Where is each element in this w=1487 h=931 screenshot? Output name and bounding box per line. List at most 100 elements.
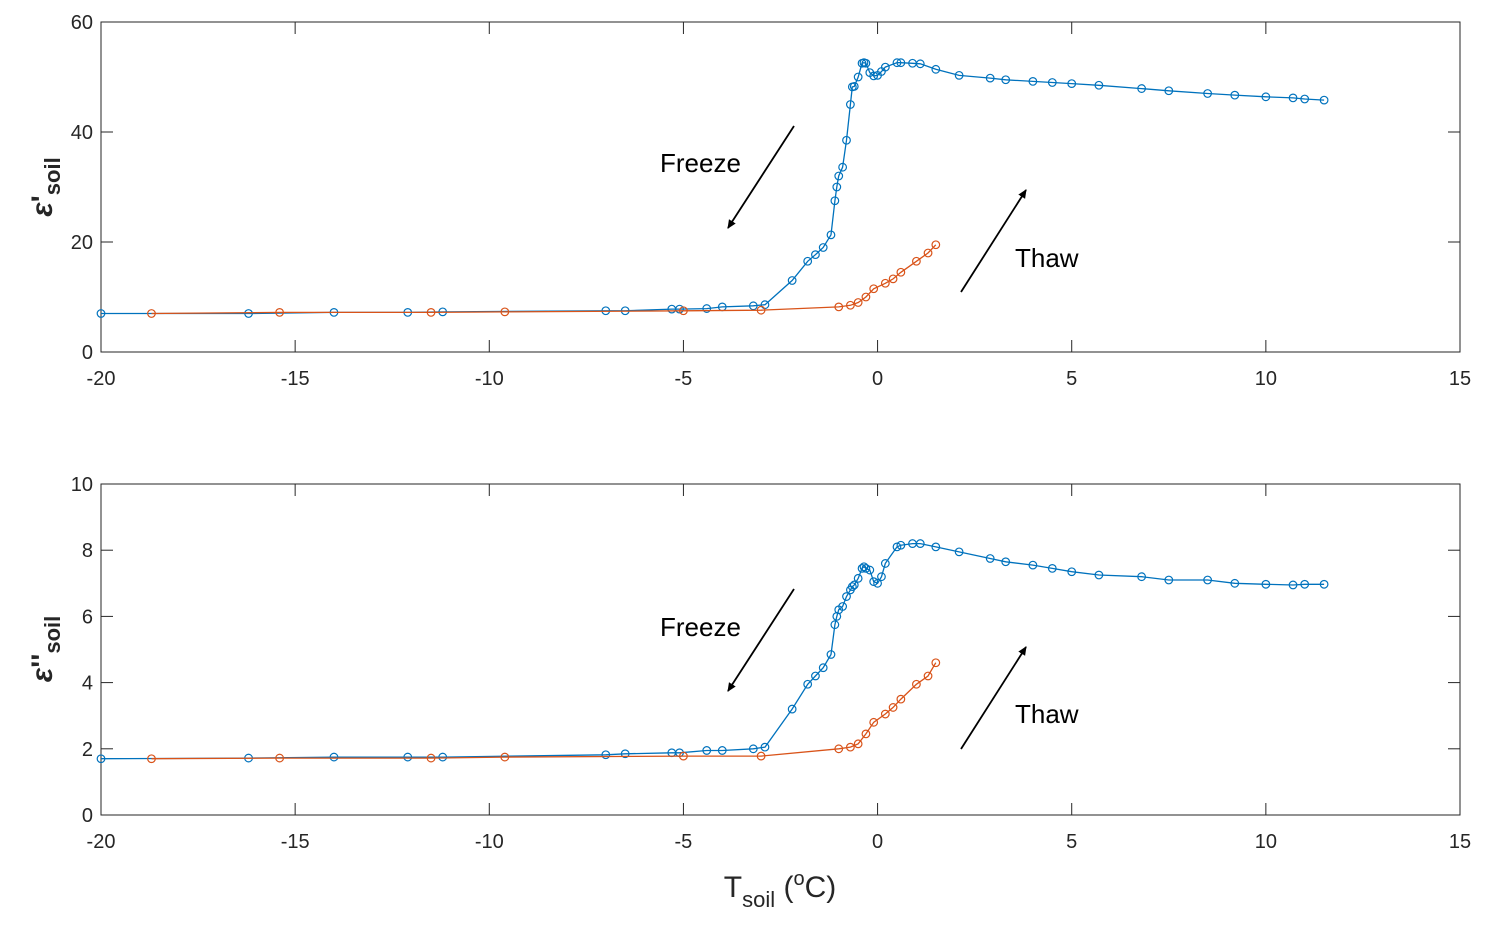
bottom-y-ticks: 0 2 4 6 8 10: [71, 474, 1460, 827]
series-0-point: [842, 135, 851, 145]
series-0-point: [1261, 92, 1271, 102]
series-0-point: [877, 572, 886, 582]
bottom-y-axis-label: ε''soil: [26, 616, 65, 683]
series-0-point: [954, 547, 964, 557]
series-1-point: [426, 753, 436, 763]
top-plot-box: [100, 21, 1461, 353]
series-1-point: [869, 717, 879, 727]
bottom-series: [96, 539, 1329, 764]
series-1-line: [151, 244, 937, 315]
x-label-close: C): [805, 871, 837, 904]
x-label-sup: o: [793, 868, 804, 890]
top-thaw-arrow: [960, 189, 1027, 293]
series-0-point: [438, 752, 448, 762]
series-0-point: [869, 577, 879, 587]
y-tick-label: 8: [82, 540, 93, 562]
series-0-point: [675, 304, 684, 314]
series-0-point: [1047, 564, 1057, 573]
series-0-point: [717, 746, 727, 755]
series-0-point: [830, 196, 840, 206]
series-0-point: [1203, 575, 1213, 585]
top-y-label-sub: soil: [40, 157, 65, 195]
series-0-point: [849, 580, 859, 590]
top-y-ticks: 0 20 40 60: [71, 12, 1460, 364]
series-1-point: [275, 308, 285, 317]
series-0-point: [892, 542, 902, 552]
x-tick-label: 10: [1255, 368, 1277, 390]
series-1-point: [756, 751, 766, 761]
y-tick-label: 20: [71, 232, 93, 254]
series-1-point: [147, 754, 156, 764]
x-label-sub: soil: [742, 887, 775, 912]
series-0-point: [832, 182, 842, 192]
series-0-point: [1067, 79, 1077, 88]
series-0-point: [1164, 86, 1174, 96]
series-0-point: [1001, 75, 1011, 85]
top-thaw-annotation: Thaw: [1015, 243, 1079, 273]
x-tick-label: -15: [281, 831, 310, 853]
series-0-point: [826, 650, 836, 659]
series-0-point: [1300, 94, 1310, 104]
series-1-point: [880, 709, 890, 719]
series-1-point: [834, 744, 844, 754]
y-tick-label: 60: [71, 12, 93, 34]
y-tick-label: 0: [82, 342, 93, 364]
series-0-point: [842, 592, 851, 601]
series-1-point: [147, 309, 156, 318]
series-0-point: [861, 564, 871, 573]
series-0-point: [1230, 90, 1240, 100]
top-x-ticks: -20 -15 -10 -5 0 5 10 15: [87, 22, 1471, 390]
series-0-point: [845, 100, 855, 109]
series-0-point: [1047, 78, 1057, 87]
series-1-point: [845, 300, 855, 310]
x-label-main: T: [724, 871, 742, 904]
series-1-point: [426, 308, 436, 317]
series-1-point: [888, 274, 898, 284]
series-0-point: [892, 58, 902, 68]
series-0-point: [803, 256, 813, 266]
series-0-point: [1203, 89, 1213, 98]
bottom-thaw-arrow: [960, 646, 1027, 750]
top-y-label-prime: ': [26, 195, 59, 202]
series-0-point: [838, 602, 848, 611]
series-0-point: [985, 73, 995, 83]
y-tick-label: 2: [82, 739, 93, 761]
series-1-point: [931, 240, 941, 250]
series-0-point: [1230, 578, 1240, 588]
series-0-point: [985, 554, 995, 563]
series-0-point: [803, 679, 813, 689]
x-tick-label: 0: [872, 368, 883, 390]
bottom-freeze-annotation: Freeze: [660, 612, 741, 642]
series-0-point: [880, 62, 890, 72]
series-0-point: [748, 744, 758, 754]
top-freeze-annotation: Freeze: [660, 148, 741, 178]
series-0-point: [1137, 84, 1147, 93]
series-0-point: [702, 304, 712, 313]
series-0-point: [811, 250, 820, 260]
series-0-point: [1028, 76, 1038, 86]
series-0-point: [954, 70, 964, 80]
series-1-point: [500, 307, 510, 317]
y-tick-label: 4: [82, 673, 93, 695]
x-axis-label: Tsoil (oC): [724, 868, 836, 912]
y-tick-label: 10: [71, 474, 93, 496]
series-0-point: [838, 162, 848, 172]
series-1-point: [853, 298, 863, 307]
series-0-point: [1319, 579, 1329, 589]
series-1-point: [853, 739, 863, 749]
series-0-point: [760, 742, 770, 752]
series-0-point: [853, 72, 863, 82]
series-0-point: [1300, 579, 1310, 589]
series-1-point: [912, 256, 921, 266]
series-1-point: [912, 679, 921, 689]
x-tick-label: 5: [1066, 368, 1077, 390]
series-1-point: [679, 751, 688, 761]
series-0-point: [403, 752, 413, 762]
series-0-point: [849, 81, 859, 91]
bottom-y-label-prime: '': [26, 654, 59, 668]
series-0-point: [1319, 95, 1329, 105]
series-0-point: [329, 752, 339, 762]
series-0-point: [787, 276, 797, 285]
